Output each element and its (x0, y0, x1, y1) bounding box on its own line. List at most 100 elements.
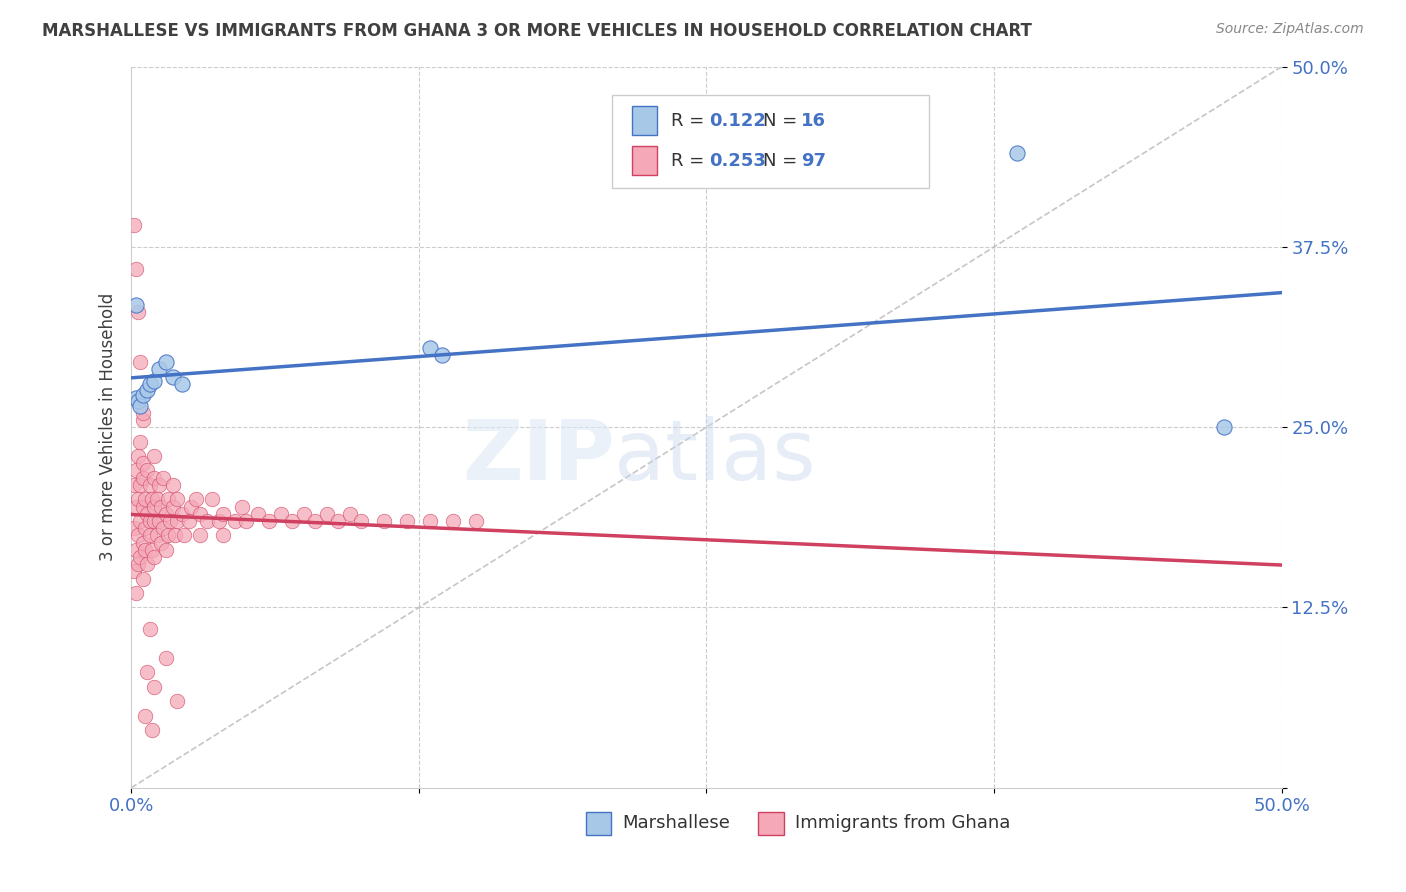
Point (339, 507, 361, 521)
Text: 0.122: 0.122 (709, 112, 766, 130)
Point (155, 542, 177, 557)
Point (170, 507, 193, 521)
Text: 0.253: 0.253 (709, 152, 766, 170)
Point (270, 507, 292, 521)
Point (195, 514, 218, 528)
Point (138, 528, 160, 542)
Point (152, 470, 174, 484)
Point (122, 478, 145, 492)
Point (465, 514, 488, 528)
Text: ZIP: ZIP (463, 416, 614, 497)
Point (132, 470, 155, 484)
Point (259, 514, 281, 528)
Text: N =: N = (763, 112, 803, 130)
Point (148, 514, 170, 528)
Point (127, 492, 149, 507)
Point (138, 478, 160, 492)
Point (136, 463, 159, 477)
Point (419, 341, 441, 355)
Point (125, 500, 148, 514)
Point (1005, 146, 1028, 161)
Point (143, 514, 166, 528)
Point (127, 558, 149, 572)
Bar (631, 106, 657, 135)
Point (141, 542, 163, 557)
Point (132, 413, 155, 427)
Point (155, 355, 177, 369)
Point (184, 492, 207, 507)
Point (246, 507, 269, 521)
Point (141, 723, 163, 737)
Y-axis label: 3 or more Vehicles in Household: 3 or more Vehicles in Household (100, 293, 117, 561)
Point (162, 500, 184, 514)
Point (166, 514, 188, 528)
Point (129, 355, 152, 369)
FancyBboxPatch shape (612, 95, 928, 187)
Point (134, 708, 156, 723)
Point (188, 507, 211, 521)
Bar (758, 812, 783, 835)
Point (136, 665, 159, 680)
Point (138, 376, 160, 391)
Point (132, 572, 155, 586)
Point (127, 528, 149, 542)
Point (132, 456, 155, 470)
Point (281, 514, 304, 528)
Point (304, 514, 326, 528)
Point (122, 565, 145, 579)
Point (157, 492, 180, 507)
Point (129, 478, 152, 492)
Bar (631, 146, 657, 175)
Point (129, 549, 152, 564)
Point (177, 514, 200, 528)
Point (224, 514, 246, 528)
Point (170, 376, 193, 391)
Point (127, 449, 149, 463)
Point (132, 388, 155, 402)
Text: atlas: atlas (614, 416, 817, 497)
Point (328, 514, 350, 528)
Point (136, 507, 159, 521)
Point (145, 492, 167, 507)
Point (125, 297, 148, 311)
Point (212, 528, 235, 542)
Point (125, 463, 148, 477)
Point (143, 449, 166, 463)
Point (419, 514, 441, 528)
Point (162, 478, 184, 492)
Point (129, 434, 152, 449)
Point (292, 507, 315, 521)
Point (127, 305, 149, 319)
Point (315, 507, 337, 521)
Point (129, 399, 152, 413)
Point (125, 586, 148, 600)
Point (166, 694, 188, 708)
Text: Marshallese: Marshallese (623, 814, 730, 832)
Point (208, 514, 231, 528)
Point (122, 521, 145, 535)
Point (132, 535, 155, 549)
Point (132, 406, 155, 420)
Point (143, 680, 166, 694)
Point (138, 514, 160, 528)
Point (129, 514, 152, 528)
Point (143, 549, 166, 564)
Text: Immigrants from Ghana: Immigrants from Ghana (794, 814, 1011, 832)
Text: MARSHALLESE VS IMMIGRANTS FROM GHANA 3 OR MORE VEHICLES IN HOUSEHOLD CORRELATION: MARSHALLESE VS IMMIGRANTS FROM GHANA 3 O… (42, 22, 1032, 40)
Point (180, 500, 202, 514)
Point (173, 528, 195, 542)
Point (134, 492, 156, 507)
Point (152, 521, 174, 535)
Point (350, 514, 373, 528)
Text: R =: R = (671, 152, 710, 170)
Text: R =: R = (671, 112, 710, 130)
Point (134, 521, 156, 535)
Point (201, 492, 224, 507)
Point (122, 219, 145, 233)
Point (141, 492, 163, 507)
Point (212, 507, 235, 521)
Point (441, 514, 464, 528)
Point (162, 369, 184, 384)
Point (430, 348, 453, 362)
Text: Source: ZipAtlas.com: Source: ZipAtlas.com (1216, 22, 1364, 37)
